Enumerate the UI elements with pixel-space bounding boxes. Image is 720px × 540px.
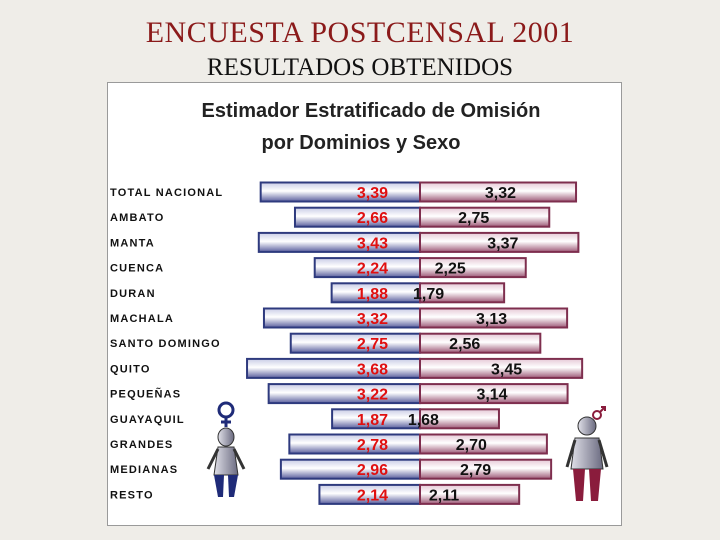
value-label-female: 1,87 — [357, 412, 388, 429]
bar-male — [419, 433, 548, 455]
category-label: MEDIANAS — [110, 464, 178, 476]
bar-male — [419, 383, 569, 405]
value-label-male: 3,14 — [476, 387, 507, 404]
slide-subtitle: RESULTADOS OBTENIDOS — [206, 54, 514, 81]
value-label-male: 3,13 — [476, 311, 507, 328]
value-label-female: 2,66 — [357, 210, 388, 227]
value-label-male: 1,68 — [408, 412, 439, 429]
category-label: SANTO DOMINGO — [110, 338, 221, 350]
bar-male — [419, 408, 500, 430]
category-label: CUENCA — [110, 263, 164, 275]
bar-male — [419, 483, 521, 505]
value-label-female: 2,96 — [357, 462, 388, 479]
category-label: DURAN — [110, 288, 156, 300]
value-label-female: 1,88 — [357, 286, 388, 303]
bar-female — [279, 458, 421, 480]
value-label-female: 3,68 — [357, 361, 388, 378]
bar-female — [289, 332, 421, 354]
category-label: MANTA — [110, 237, 155, 249]
bar-male — [419, 257, 527, 279]
category-label: RESTO — [110, 489, 154, 501]
bar-male — [419, 307, 569, 329]
bar-female — [257, 231, 421, 253]
chart-subtitle: por Dominios y Sexo — [262, 132, 461, 154]
chart-panel: Estimador Estratificado de Omisión por D… — [107, 82, 622, 526]
value-label-male: 2,11 — [429, 487, 459, 504]
bar-female — [267, 383, 421, 405]
category-label: GRANDES — [110, 439, 173, 451]
male-figure-icon — [565, 406, 609, 501]
bar-female — [262, 307, 421, 329]
value-label-male: 1,79 — [413, 286, 444, 303]
category-label: PEQUEÑAS — [110, 388, 181, 401]
bar-male — [419, 206, 551, 228]
value-label-female: 3,22 — [357, 387, 388, 404]
bar-male — [419, 458, 553, 480]
value-label-female: 2,24 — [357, 261, 388, 278]
category-label: GUAYAQUIL — [110, 414, 185, 426]
bar-male — [419, 332, 542, 354]
value-label-male: 2,70 — [456, 437, 487, 454]
value-label-male: 3,32 — [485, 185, 516, 202]
chart-title: Estimador Estratificado de Omisión — [202, 100, 541, 122]
bar-male — [419, 357, 584, 379]
bar-female — [246, 357, 421, 379]
value-label-male: 3,37 — [487, 235, 518, 252]
value-label-female: 2,14 — [357, 487, 388, 504]
omission-chart: Estimador Estratificado de Omisión por D… — [110, 100, 609, 505]
slide-title: ENCUESTA POSTCENSAL 2001 — [145, 16, 575, 49]
value-label-male: 3,45 — [491, 361, 522, 378]
chart-rows: TOTAL NACIONAL 3,39 3,32 AMBATO 2,66 2,75 MANT… — [110, 181, 584, 505]
female-figure-icon — [206, 401, 246, 497]
category-label: MACHALA — [110, 313, 174, 325]
bar-female — [288, 433, 421, 455]
bar-male — [419, 282, 506, 304]
category-label: QUITO — [110, 363, 151, 375]
value-label-male: 2,79 — [460, 462, 491, 479]
value-label-female: 3,43 — [357, 235, 388, 252]
value-label-female: 2,75 — [357, 336, 388, 353]
bar-male — [419, 231, 580, 253]
value-label-female: 3,32 — [357, 311, 388, 328]
value-label-male: 2,56 — [449, 336, 480, 353]
value-label-male: 2,75 — [458, 210, 489, 227]
category-label: TOTAL NACIONAL — [110, 187, 223, 199]
value-label-male: 2,25 — [435, 261, 466, 278]
category-label: AMBATO — [110, 212, 164, 224]
bar-female — [259, 181, 421, 203]
bar-male — [419, 181, 578, 203]
value-label-female: 3,39 — [357, 185, 388, 202]
value-label-female: 2,78 — [357, 437, 388, 454]
